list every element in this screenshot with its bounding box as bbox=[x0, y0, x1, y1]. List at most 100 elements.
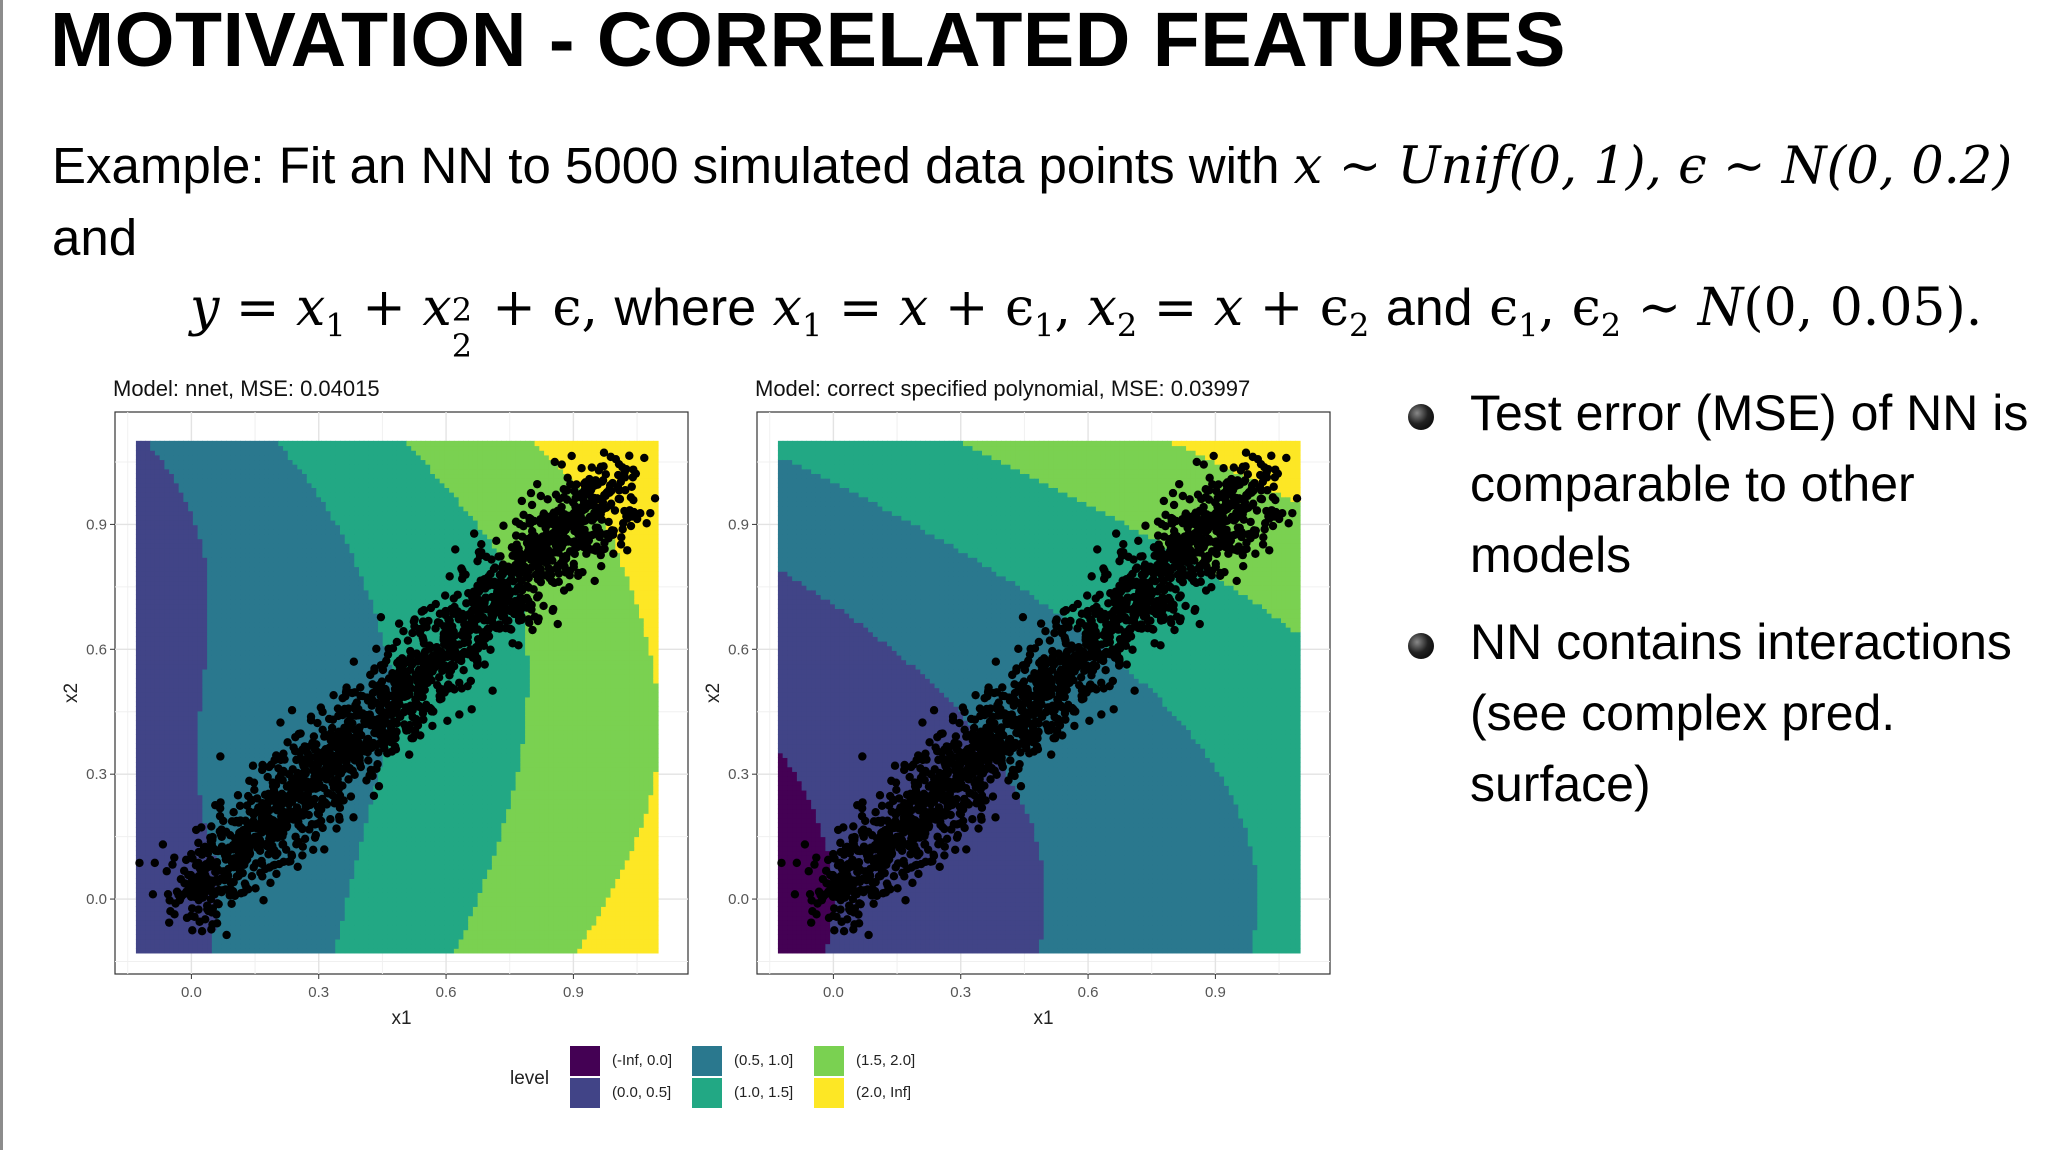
surface-cell bbox=[278, 869, 284, 875]
surface-cell bbox=[154, 771, 161, 777]
surface-cell bbox=[283, 855, 289, 861]
surface-cell bbox=[159, 510, 165, 516]
surface-cell bbox=[183, 841, 189, 847]
surface-cell bbox=[297, 869, 303, 875]
surface-cell bbox=[226, 445, 232, 451]
surface-cell bbox=[330, 473, 336, 479]
surface-cell bbox=[268, 524, 275, 530]
surface-cell bbox=[183, 631, 189, 637]
surface-cell bbox=[268, 464, 275, 470]
surface-cell bbox=[254, 547, 260, 554]
surface-cell bbox=[268, 445, 275, 451]
surface-cell bbox=[207, 654, 213, 661]
surface-cell bbox=[150, 682, 156, 689]
surface-cell bbox=[145, 561, 151, 568]
surface-cell bbox=[183, 748, 189, 754]
surface-cell bbox=[173, 924, 180, 931]
surface-cell bbox=[188, 641, 194, 647]
surface-cell bbox=[226, 533, 232, 540]
surface-cell bbox=[297, 938, 303, 945]
surface-cell bbox=[325, 701, 332, 707]
surface-cell bbox=[240, 617, 246, 623]
surface-cell bbox=[192, 729, 199, 735]
surface-cell bbox=[216, 696, 222, 703]
surface-cell bbox=[197, 831, 203, 838]
surface-cell bbox=[316, 566, 322, 572]
surface-cell bbox=[335, 948, 341, 954]
surface-cell bbox=[159, 869, 165, 875]
surface-cell bbox=[202, 827, 208, 833]
surface-cell bbox=[325, 682, 332, 689]
surface-cell bbox=[221, 510, 227, 516]
surface-cell bbox=[226, 757, 232, 763]
surface-cell bbox=[169, 575, 175, 582]
surface-cell bbox=[145, 547, 151, 554]
surface-cell bbox=[154, 748, 161, 754]
surface-cell bbox=[344, 901, 351, 907]
surface-cell bbox=[302, 478, 308, 484]
surface-cell bbox=[273, 743, 279, 749]
surface-cell bbox=[183, 478, 189, 484]
surface-cell bbox=[249, 901, 256, 907]
surface-cell bbox=[259, 915, 265, 921]
surface-cell bbox=[188, 575, 194, 582]
surface-cell bbox=[344, 608, 351, 614]
surface-cell bbox=[240, 603, 246, 610]
surface-cell bbox=[173, 575, 180, 582]
surface-cell bbox=[202, 561, 208, 568]
surface-cell bbox=[325, 780, 332, 786]
surface-cell bbox=[226, 613, 232, 619]
surface-cell bbox=[211, 454, 218, 461]
surface-cell bbox=[273, 529, 279, 535]
surface-cell bbox=[259, 445, 265, 451]
surface-cell bbox=[135, 552, 142, 558]
surface-cell bbox=[150, 478, 156, 484]
surface-cell bbox=[278, 519, 284, 526]
surface-cell bbox=[226, 631, 232, 637]
surface-cell bbox=[192, 785, 199, 791]
surface-cell bbox=[173, 552, 180, 558]
surface-cell bbox=[273, 724, 279, 731]
surface-cell bbox=[135, 817, 142, 824]
surface-cell bbox=[154, 501, 161, 507]
surface-cell bbox=[202, 789, 208, 796]
surface-cell bbox=[145, 706, 151, 712]
surface-cell bbox=[325, 538, 332, 544]
surface-cell bbox=[169, 948, 175, 954]
surface-cell bbox=[159, 934, 165, 940]
surface-cell bbox=[226, 938, 232, 945]
surface-cell bbox=[268, 641, 275, 647]
surface-cell bbox=[164, 696, 170, 703]
surface-cell bbox=[283, 473, 289, 479]
surface-cell bbox=[230, 492, 237, 498]
surface-cell bbox=[273, 938, 279, 945]
surface-cell bbox=[311, 445, 317, 451]
surface-cell bbox=[169, 478, 175, 484]
surface-cell bbox=[211, 659, 218, 665]
surface-cell bbox=[340, 571, 346, 577]
surface-cell bbox=[207, 450, 213, 456]
surface-cell bbox=[169, 929, 175, 935]
surface-cell bbox=[325, 873, 332, 880]
surface-cell bbox=[173, 920, 180, 926]
surface-cell bbox=[173, 496, 180, 502]
surface-cell bbox=[169, 706, 175, 712]
surface-cell bbox=[173, 785, 180, 791]
surface-cell bbox=[259, 757, 265, 763]
surface-cell bbox=[240, 729, 246, 735]
surface-cell bbox=[178, 775, 184, 782]
surface-cell bbox=[140, 473, 147, 479]
surface-cell bbox=[335, 557, 341, 563]
surface-cell bbox=[188, 519, 194, 526]
surface-cell bbox=[268, 594, 275, 600]
surface-cell bbox=[330, 901, 336, 907]
surface-cell bbox=[197, 557, 203, 563]
surface-cell bbox=[140, 822, 147, 828]
surface-cell bbox=[283, 492, 289, 498]
surface-cell bbox=[235, 613, 241, 619]
surface-cell bbox=[202, 501, 208, 507]
surface-cell bbox=[192, 613, 199, 619]
surface-cell bbox=[278, 506, 284, 512]
surface-cell bbox=[264, 929, 270, 935]
surface-cell bbox=[197, 478, 203, 484]
